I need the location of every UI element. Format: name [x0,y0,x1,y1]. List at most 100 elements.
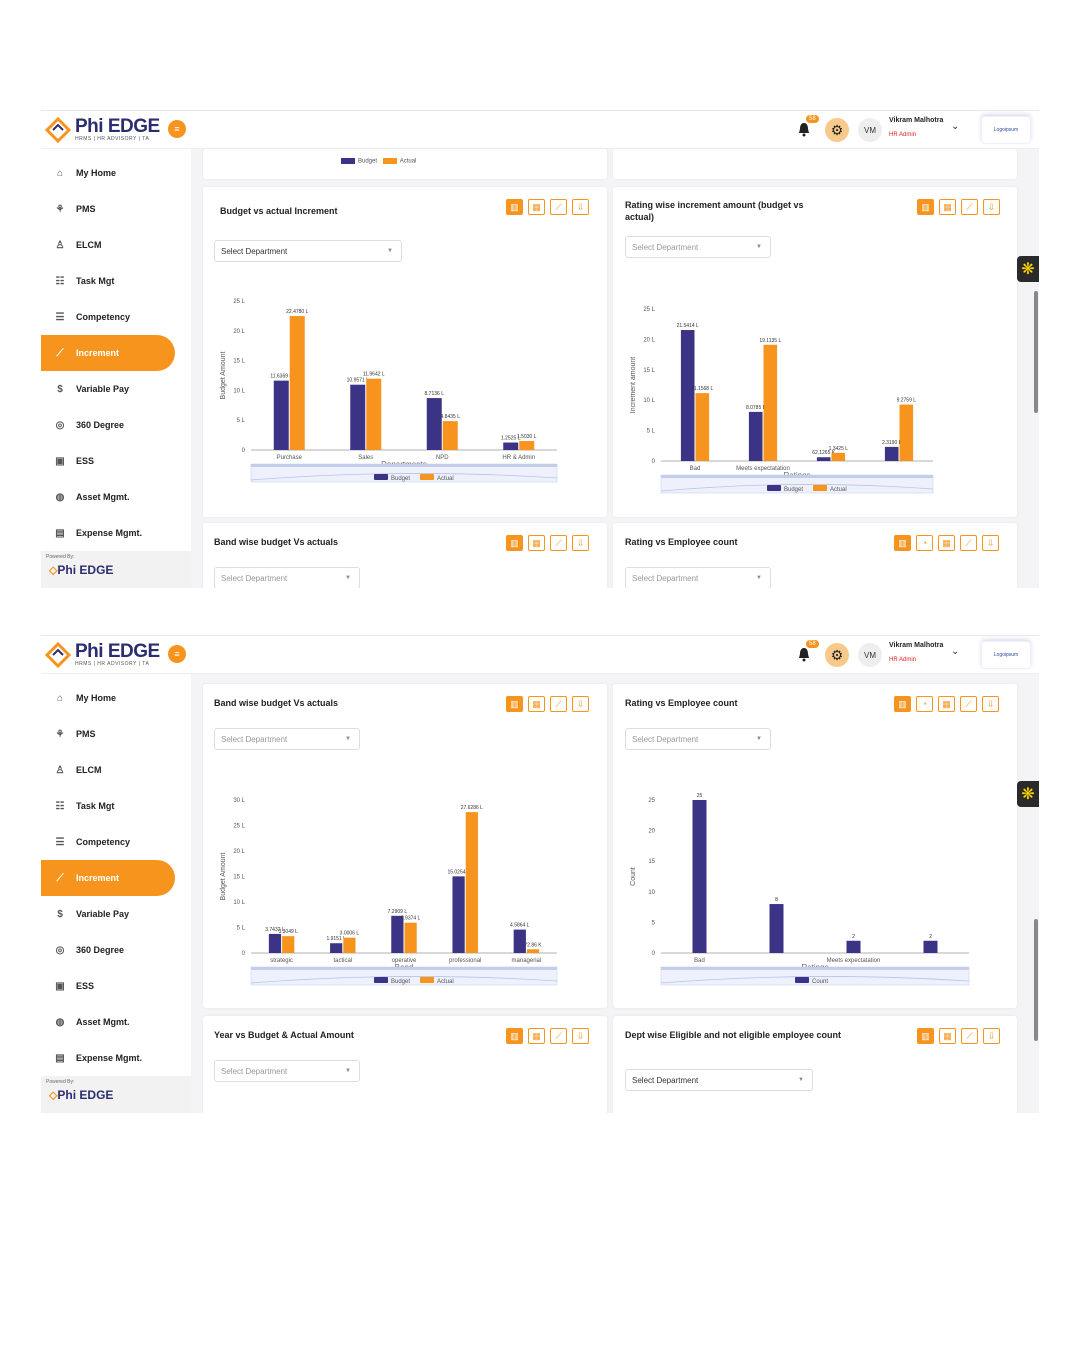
department-select[interactable]: Select Department ▼ [214,240,402,262]
asset-icon: ◍ [55,491,65,503]
department-select[interactable]: Select Department ▼ [625,567,771,588]
sidebar-item-variable-pay[interactable]: $ Variable Pay [41,371,191,407]
line-chart-icon[interactable]: ⟋ [550,535,567,551]
bar-chart-icon[interactable]: ▥ [917,1028,934,1044]
menu-toggle-icon[interactable]: ≡ [168,645,186,663]
table-icon[interactable]: ▦ [528,696,545,712]
sidebar-item-label: My Home [76,168,117,178]
sidebar-item-expense-mgmt[interactable]: ▤ Expense Mgmt. [41,1040,191,1076]
gear-icon[interactable]: ⚙ [825,643,849,667]
sidebar-item-variable-pay[interactable]: $ Variable Pay [41,896,191,932]
download-icon[interactable]: ⇩ [982,535,999,551]
avatar[interactable]: VM [858,118,882,142]
legend-label: Actual [830,487,847,493]
data-label: 27.6286 L [461,805,483,811]
line-chart-icon[interactable]: ⟋ [961,199,978,215]
bar-chart-icon[interactable]: ▥ [506,1028,523,1044]
data-label: 72.86 K [524,942,542,948]
sidebar-item-ess[interactable]: ▣ ESS [41,443,191,479]
bar-count [769,904,784,953]
scrollbar[interactable] [1034,291,1038,413]
avatar[interactable]: VM [858,643,882,667]
chart-toolbar: ▥ ▦ ⟋ ⇩ [917,199,1000,215]
sidebar-item-my-home[interactable]: ⌂ My Home [41,680,191,716]
pie-chart-icon[interactable]: ◔ [916,535,933,551]
app-logo[interactable]: Phi EDGE HRMS | HR ADVISORY | TA [45,115,160,145]
zoom-slider-preview [660,976,970,984]
menu-toggle-icon[interactable]: ≡ [168,120,186,138]
download-icon[interactable]: ⇩ [982,696,999,712]
line-chart-icon[interactable]: ⟋ [960,696,977,712]
download-icon[interactable]: ⇩ [572,535,589,551]
sidebar-item-asset-mgmt[interactable]: ◍ Asset Mgmt. [41,1004,191,1040]
sidebar-item-asset-mgmt[interactable]: ◍ Asset Mgmt. [41,479,191,515]
download-icon[interactable]: ⇩ [983,1028,1000,1044]
download-icon[interactable]: ⇩ [572,696,589,712]
gear-icon[interactable]: ⚙ [825,118,849,142]
line-chart-icon[interactable]: ⟋ [961,1028,978,1044]
sidebar-item-increment[interactable]: ⟋ Increment [41,335,175,371]
dept-eligible-card: Dept wise Eligible and not eligible empl… [613,1016,1017,1113]
department-select[interactable]: Select Department ▼ [625,1069,813,1091]
bar-chart-icon[interactable]: ▥ [917,199,934,215]
bell-icon[interactable] [796,646,812,662]
department-select[interactable]: Select Department ▼ [625,728,771,750]
table-icon[interactable]: ▦ [939,199,956,215]
sidebar-item-360-degree[interactable]: ◎ 360 Degree [41,407,191,443]
table-icon[interactable]: ▦ [939,1028,956,1044]
app-logo[interactable]: Phi EDGE HRMS | HR ADVISORY | TA [45,640,160,670]
bell-icon[interactable] [796,121,812,137]
line-chart-icon[interactable]: ⟋ [550,696,567,712]
data-label: 3.0006 L [340,931,360,937]
line-chart-icon[interactable]: ⟋ [960,535,977,551]
y-tick-label: 25 L [233,824,245,830]
logo-title: Phi EDGE [75,641,160,662]
helper-widget-icon[interactable]: ❋ [1017,781,1039,807]
sidebar-item-increment[interactable]: ⟋ Increment [41,860,175,896]
bar-chart-icon[interactable]: ▥ [506,535,523,551]
bar-chart-icon[interactable]: ▥ [506,199,523,215]
previous-chart-card: Budget Actual [203,149,607,179]
table-icon[interactable]: ▦ [528,535,545,551]
sidebar-item-competency[interactable]: ☰ Competency [41,824,191,860]
pie-chart-icon[interactable]: ◔ [916,696,933,712]
pms-icon: ⚘ [55,203,65,215]
line-chart-icon[interactable]: ⟋ [550,1028,567,1044]
sidebar-item-elcm[interactable]: ♙ ELCM [41,752,191,788]
y-tick-label: 25 L [233,299,245,305]
bar-chart-icon[interactable]: ▥ [894,696,911,712]
sidebar-item-task-mgt[interactable]: ☷ Task Mgt [41,788,191,824]
download-icon[interactable]: ⇩ [983,199,1000,215]
sidebar-item-my-home[interactable]: ⌂ My Home [41,155,191,191]
department-select[interactable]: Select Department ▼ [214,567,360,588]
bar-chart-icon[interactable]: ▥ [506,696,523,712]
table-icon[interactable]: ▦ [938,696,955,712]
sidebar-item-elcm[interactable]: ♙ ELCM [41,227,191,263]
chevron-down-icon[interactable]: ⌄ [951,121,960,132]
band-bar-chart: 0 5 L 10 L 15 L 20 L 25 L 30 L Budget Amount 3.7… [220,798,558,986]
task-icon: ☷ [55,275,65,287]
sidebar-item-expense-mgmt[interactable]: ▤ Expense Mgmt. [41,515,191,551]
department-select[interactable]: Select Department ▼ [625,236,771,258]
department-select[interactable]: Select Department ▼ [214,1060,360,1082]
scrollbar[interactable] [1034,919,1038,1041]
table-icon[interactable]: ▦ [938,535,955,551]
sidebar-item-pms[interactable]: ⚘ PMS [41,191,191,227]
download-icon[interactable]: ⇩ [572,199,589,215]
table-icon[interactable]: ▦ [528,199,545,215]
sidebar-item-pms[interactable]: ⚘ PMS [41,716,191,752]
line-chart-icon[interactable]: ⟋ [550,199,567,215]
download-icon[interactable]: ⇩ [572,1028,589,1044]
x-tick-label: tactical [333,958,352,964]
sidebar-item-ess[interactable]: ▣ ESS [41,968,191,1004]
rating-increment-bar-chart: 0 5 L 10 L 15 L 20 L 25 L Increment amount 21.5… [630,307,934,494]
sidebar-item-task-mgt[interactable]: ☷ Task Mgt [41,263,191,299]
chart-toolbar: ▥ ◔ ▦ ⟋ ⇩ [894,535,999,551]
helper-widget-icon[interactable]: ❋ [1017,256,1039,282]
sidebar-item-competency[interactable]: ☰ Competency [41,299,191,335]
chevron-down-icon[interactable]: ⌄ [951,646,960,657]
bar-chart-icon[interactable]: ▥ [894,535,911,551]
table-icon[interactable]: ▦ [528,1028,545,1044]
sidebar-item-360-degree[interactable]: ◎ 360 Degree [41,932,191,968]
department-select[interactable]: Select Department ▼ [214,728,360,750]
